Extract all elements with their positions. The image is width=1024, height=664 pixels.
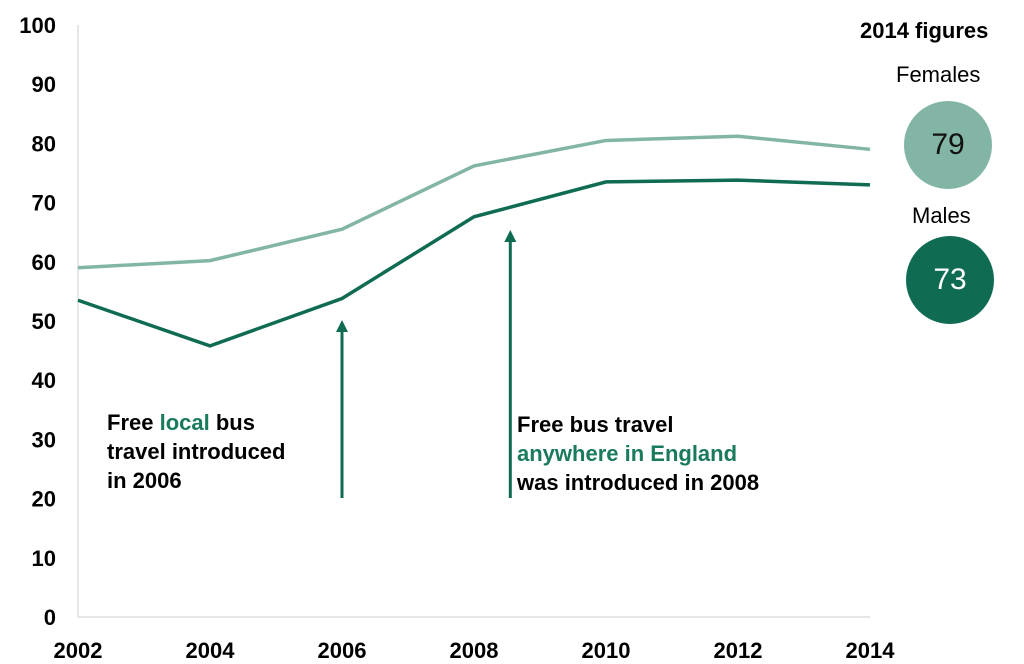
chart-axes: 0 10 20 30 40 50 60 70 80 90 100 2002 2004 2006 2008 20…	[19, 13, 895, 663]
y-tick-label: 80	[32, 131, 56, 156]
x-tick-label: 2012	[714, 638, 763, 663]
males-value-bubble: 73	[906, 236, 994, 324]
y-tick-label: 40	[32, 368, 56, 393]
annotation-local-text-start: Free	[107, 410, 160, 435]
y-tick-label: 20	[32, 487, 56, 512]
arrow-2006	[336, 320, 348, 498]
annotation-local-line2: travel introduced	[107, 439, 286, 464]
y-tick-label: 30	[32, 427, 56, 452]
arrow-2008	[504, 230, 517, 498]
annotation-local-line3: in 2006	[107, 468, 182, 493]
annotation-arrows	[336, 230, 517, 498]
y-tick-label: 0	[44, 605, 56, 630]
x-tick-label: 2004	[186, 638, 236, 663]
annotation-england-highlight: anywhere in England	[517, 441, 738, 466]
series-line-females	[77, 134, 871, 270]
y-tick-label: 90	[32, 72, 56, 97]
y-tick-label: 50	[32, 309, 56, 334]
y-tick-label: 10	[32, 546, 56, 571]
x-tick-label: 2002	[54, 638, 103, 663]
y-tick-label: 70	[32, 191, 56, 216]
arrow-2006-head	[336, 320, 348, 332]
arrow-2008-head	[504, 230, 517, 242]
females-label: Females	[896, 62, 981, 87]
x-tick-label: 2008	[450, 638, 499, 663]
males-label: Males	[912, 203, 971, 228]
annotation-local-text-end: bus	[209, 410, 255, 435]
series-lines	[77, 134, 871, 348]
x-tick-label: 2010	[582, 638, 631, 663]
series-line-males	[77, 178, 871, 348]
females-value-bubble: 79	[904, 101, 992, 189]
y-tick-label: 100	[19, 13, 56, 38]
x-tick-label: 2006	[318, 638, 367, 663]
annotation-local-highlight: local	[159, 410, 210, 435]
annotation-england-line3: was introduced in 2008	[517, 470, 760, 495]
x-tick-label: 2014	[846, 638, 896, 663]
annotation-local-bus: Free local bus travel introduced in 2006	[107, 408, 285, 495]
annotation-england-line1: Free bus travel	[517, 412, 674, 437]
y-tick-label: 60	[32, 250, 56, 275]
annotation-england-bus: Free bus travel anywhere in England was …	[517, 410, 759, 497]
panel-title: 2014 figures	[860, 18, 989, 43]
